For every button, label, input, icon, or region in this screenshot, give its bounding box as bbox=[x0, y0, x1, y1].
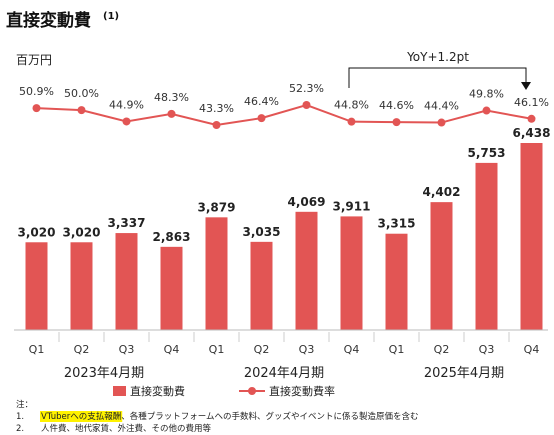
legend-bar-label: 直接変動費 bbox=[130, 384, 185, 398]
rate-point bbox=[527, 114, 536, 123]
rate-value-label: 52.3% bbox=[289, 82, 324, 95]
note-1-text: 、各種プラットフォームへの手数料、グッズやイベントに係る製造原価を含む bbox=[121, 411, 418, 422]
rate-value-label: 48.3% bbox=[154, 91, 189, 104]
rate-value-label: 46.1% bbox=[514, 96, 549, 109]
rate-point bbox=[482, 106, 491, 115]
legend-bar-swatch bbox=[113, 386, 126, 396]
rate-value-label: 44.8% bbox=[334, 99, 369, 112]
bar-value-label: 6,438 bbox=[513, 126, 551, 140]
legend-line-marker bbox=[248, 387, 256, 395]
x-group-label: 2025年4月期 bbox=[424, 366, 504, 381]
rate-point bbox=[347, 117, 356, 126]
legend: 直接変動費 直接変動費率 bbox=[113, 384, 335, 398]
rate-value-label: 44.4% bbox=[424, 100, 459, 113]
rate-value-label: 43.3% bbox=[199, 102, 234, 115]
bar-value-label: 3,337 bbox=[108, 216, 146, 230]
note-1-number: 1. bbox=[16, 412, 24, 422]
note-1-highlight bbox=[40, 411, 123, 422]
x-tick-label: Q2 bbox=[74, 343, 90, 356]
bar bbox=[340, 216, 363, 330]
x-tick-label: Q1 bbox=[209, 343, 225, 356]
rate-point bbox=[167, 109, 176, 118]
bar bbox=[295, 211, 318, 330]
x-tick-label: Q2 bbox=[434, 343, 450, 356]
x-tick-label: Q4 bbox=[524, 343, 540, 356]
x-tick-label: Q4 bbox=[164, 343, 180, 356]
note-2-text: 人件費、地代家賃、外注費、その他の費用等 bbox=[41, 423, 212, 434]
rate-point bbox=[392, 118, 401, 127]
bar-value-label: 4,069 bbox=[288, 195, 326, 209]
yoy-arrowhead bbox=[521, 82, 531, 90]
bar bbox=[520, 143, 543, 330]
x-group-label: 2024年4月期 bbox=[244, 366, 324, 381]
bar-value-label: 3,879 bbox=[198, 200, 236, 214]
rate-point bbox=[437, 118, 446, 127]
x-tick-label: Q3 bbox=[119, 343, 135, 356]
rate-point bbox=[32, 104, 41, 113]
bar bbox=[25, 242, 48, 330]
x-group-labels: 2023年4月期 2024年4月期 2025年4月期 bbox=[64, 366, 504, 381]
rate-point bbox=[302, 101, 311, 109]
x-group-label: 2023年4月期 bbox=[64, 366, 144, 381]
unit-label: 百万円 bbox=[16, 53, 52, 67]
bar bbox=[115, 233, 138, 330]
rate-line-layer: 50.9% 50.0% 44.9% 48.3% 43.3% 46.4% 52.3% 44.8%… bbox=[19, 82, 549, 129]
yoy-bracket bbox=[348, 67, 527, 88]
bar bbox=[205, 217, 228, 330]
bar-value-label: 2,863 bbox=[153, 230, 191, 244]
rate-value-label: 46.4% bbox=[244, 95, 279, 108]
footnotes: 注： 1. VTuberへの支払報酬 、各種プラットフォームへの手数料、グッズや… bbox=[16, 399, 418, 434]
title-footnote-marker: (1) bbox=[103, 11, 119, 22]
bar-value-label: 4,402 bbox=[423, 185, 461, 199]
rate-value-label: 44.9% bbox=[109, 98, 144, 111]
rate-point bbox=[77, 106, 86, 115]
notes-heading: 注： bbox=[16, 399, 33, 410]
yoy-annotation: YoY+1.2pt bbox=[348, 50, 531, 90]
bar bbox=[160, 246, 183, 330]
bar bbox=[385, 233, 408, 330]
x-tick-label: Q2 bbox=[254, 343, 270, 356]
rate-value-label: 49.8% bbox=[469, 88, 504, 101]
rate-value-label: 50.9% bbox=[19, 85, 54, 98]
bar bbox=[250, 241, 273, 330]
rate-point bbox=[212, 121, 221, 129]
note-1-highlight-text: VTuberへの支払報酬 bbox=[41, 411, 121, 422]
bar bbox=[475, 162, 498, 330]
rate-value-label: 50.0% bbox=[64, 87, 99, 100]
x-tick-label: Q4 bbox=[344, 343, 360, 356]
bar bbox=[430, 202, 453, 330]
rate-point bbox=[122, 117, 131, 126]
x-tick-label: Q1 bbox=[389, 343, 405, 356]
chart-title: 直接変動費 bbox=[6, 10, 91, 31]
x-tick-label: Q3 bbox=[479, 343, 495, 356]
bar-value-label: 3,020 bbox=[63, 225, 101, 239]
bar-value-label: 3,911 bbox=[333, 199, 371, 213]
bar-value-label: 3,035 bbox=[243, 225, 281, 239]
bars-layer: 3,020 3,020 3,337 2,863 3,879 3,035 4,069 3,911… bbox=[18, 126, 551, 330]
bar bbox=[70, 242, 93, 330]
bar-value-label: 3,020 bbox=[18, 225, 56, 239]
bar-value-label: 3,315 bbox=[378, 217, 416, 231]
legend-line-label: 直接変動費率 bbox=[269, 384, 335, 398]
bar-value-label: 5,753 bbox=[468, 146, 506, 160]
rate-line bbox=[36, 103, 532, 127]
rate-value-label: 44.6% bbox=[379, 99, 414, 112]
x-tick-label: Q1 bbox=[29, 343, 45, 356]
x-tick-label: Q3 bbox=[299, 343, 315, 356]
rate-point bbox=[257, 114, 266, 123]
note-2-number: 2. bbox=[16, 424, 24, 434]
yoy-label: YoY+1.2pt bbox=[406, 50, 469, 64]
x-tick-labels: Q1 Q2 Q3 Q4 Q1 Q2 Q3 Q4 Q1 Q2 Q3 Q4 bbox=[29, 332, 540, 356]
